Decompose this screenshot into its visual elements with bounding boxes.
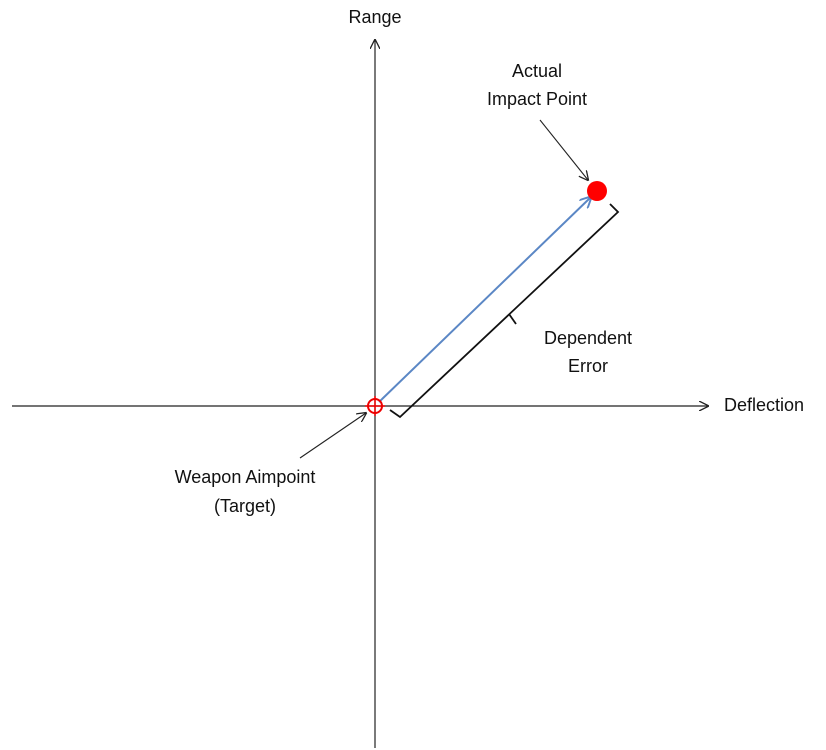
impact-label: Impact Point	[487, 89, 587, 109]
error-label: Dependent	[544, 328, 632, 348]
callout-arrow	[299, 413, 366, 459]
error-vector	[378, 197, 591, 403]
impact-point	[587, 181, 607, 201]
callout-arrow	[539, 119, 588, 180]
deflection-label: Deflection	[724, 395, 804, 415]
error-label: Error	[568, 356, 608, 376]
impact-label: Actual	[512, 61, 562, 81]
aimpoint-label: Weapon Aimpoint	[175, 467, 316, 487]
bracket-tick	[508, 313, 517, 325]
range-label: Range	[348, 7, 401, 27]
aimpoint-label: (Target)	[214, 496, 276, 516]
error-bracket	[389, 203, 620, 419]
